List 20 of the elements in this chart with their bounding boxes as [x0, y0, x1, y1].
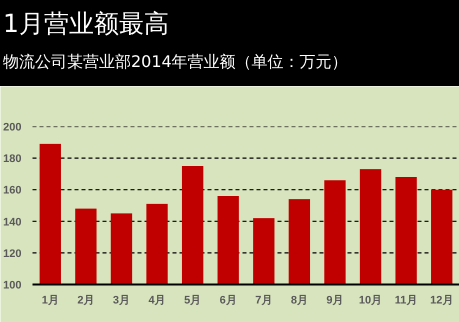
x-tick-label: 7月 — [255, 294, 272, 306]
y-tick-label: 180 — [3, 153, 22, 166]
y-tick-label: 100 — [3, 280, 22, 292]
y-tick-label: 120 — [3, 248, 22, 260]
x-tick-label: 10月 — [358, 294, 382, 306]
x-tick-label: 3月 — [112, 294, 130, 306]
y-tick-label: 160 — [3, 184, 22, 197]
chart-title: 1月营业额最高 — [3, 8, 170, 40]
x-tick-label: 9月 — [326, 294, 344, 306]
x-tick-label: 4月 — [148, 294, 166, 306]
x-tick-label: 11月 — [394, 294, 418, 306]
y-tick-label: 140 — [3, 216, 22, 228]
x-tick-label: 2月 — [77, 294, 94, 306]
x-tick-label: 1月 — [42, 294, 59, 306]
x-tick-label: 5月 — [184, 294, 202, 306]
x-tick-label: 8月 — [290, 294, 308, 306]
x-tick-label: 12月 — [430, 294, 454, 306]
x-tick-label: 6月 — [220, 294, 237, 306]
chart-subtitle: 物流公司某营业部2014年营业额（单位：万元） — [3, 52, 348, 72]
y-tick-label: 200 — [3, 122, 22, 134]
